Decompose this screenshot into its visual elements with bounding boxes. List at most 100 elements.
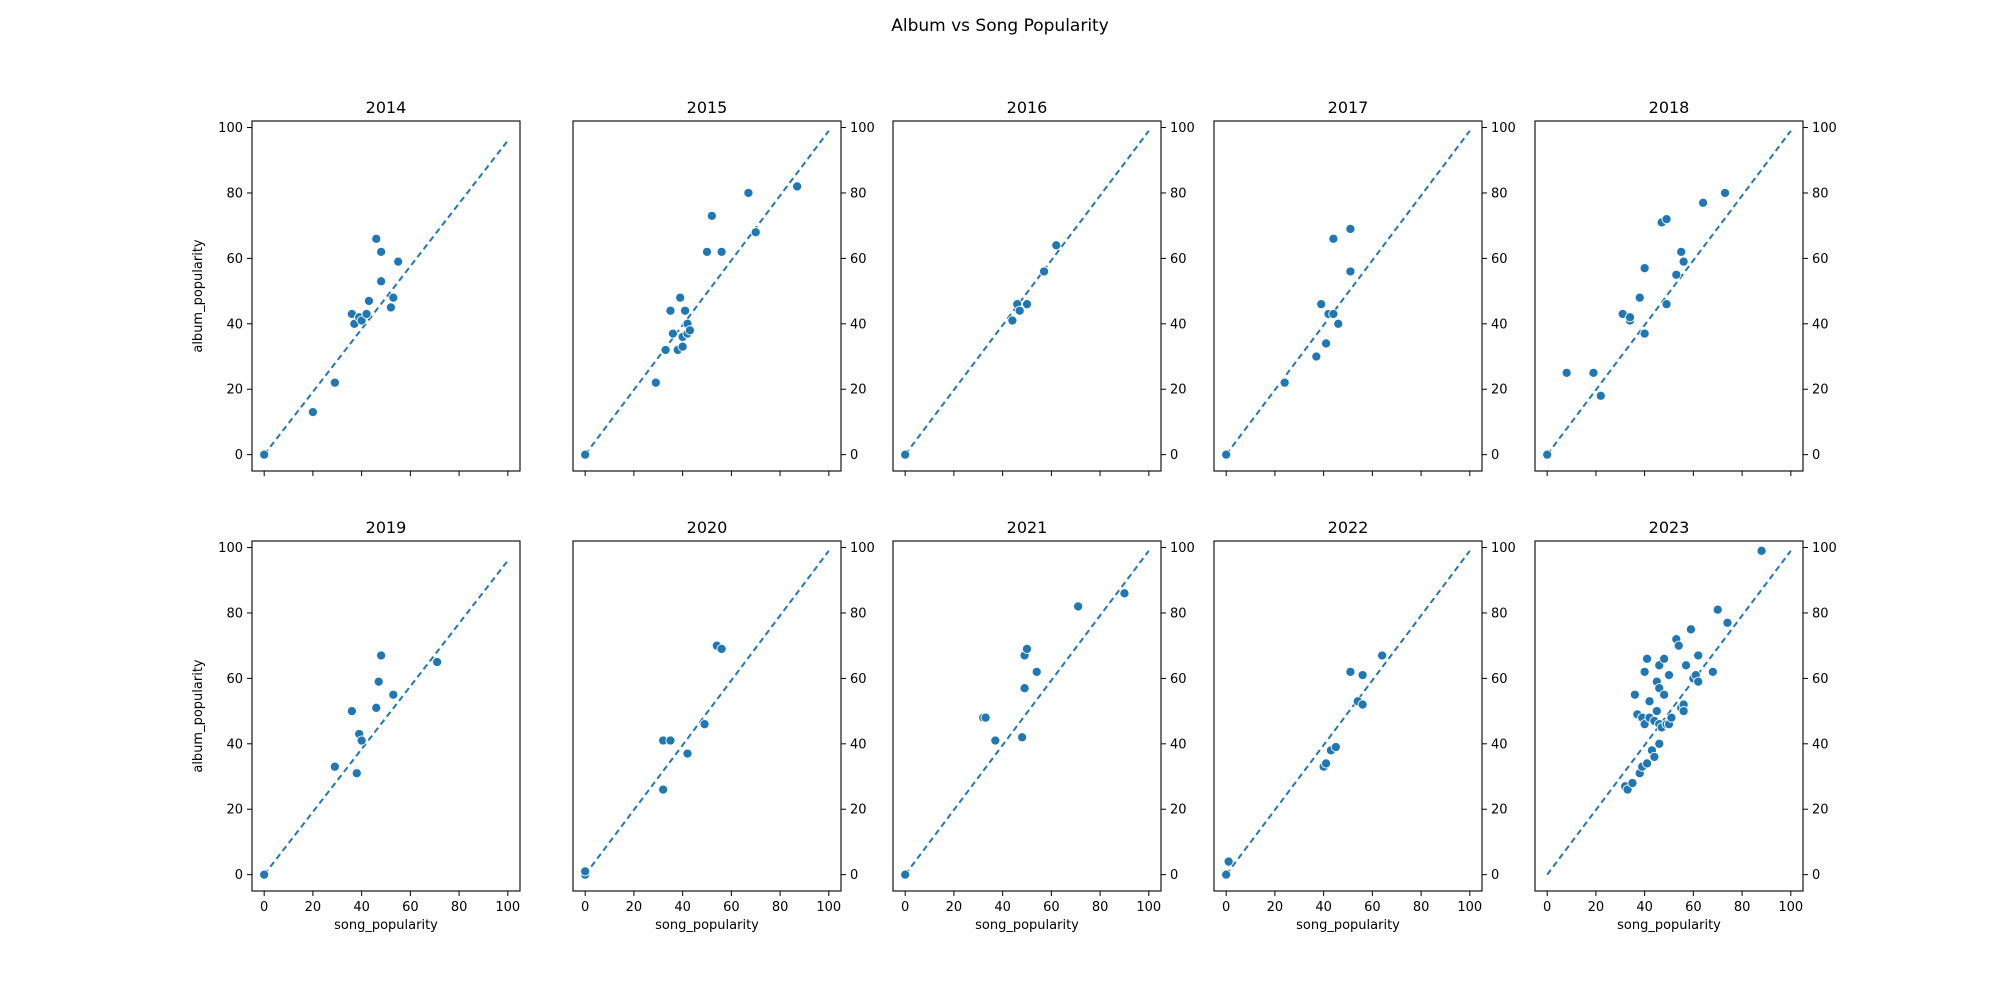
- data-point: [371, 702, 382, 713]
- x-axis-label: song_popularity: [975, 918, 1079, 933]
- data-point: [792, 181, 803, 192]
- data-point: [716, 643, 727, 654]
- y-tick-label: 80: [1170, 606, 1187, 621]
- data-point: [1119, 588, 1130, 599]
- data-point: [1321, 338, 1332, 349]
- reference-line: [263, 560, 509, 876]
- data-point: [259, 449, 270, 460]
- axes-frame: [1534, 540, 1804, 892]
- axes-frame: [572, 540, 842, 892]
- y-tick-label: 0: [235, 868, 243, 883]
- data-point: [1651, 706, 1662, 717]
- data-point: [376, 650, 387, 661]
- axes-frame: [251, 540, 521, 892]
- data-point: [1019, 683, 1030, 694]
- reference-line: [1225, 130, 1471, 456]
- x-tick-label: 20: [1267, 900, 1284, 915]
- data-point: [1712, 604, 1723, 615]
- data-point: [900, 449, 911, 460]
- y-tick-label: 40: [1491, 317, 1508, 332]
- y-tick-label: 40: [1812, 317, 1829, 332]
- y-tick-label: 60: [850, 252, 867, 267]
- x-tick-label: 80: [1734, 900, 1751, 915]
- data-point: [1659, 653, 1670, 664]
- subplot-2023: 2023 0 20 40 60 80 100 0 20 40 60 80 100 song_popular…: [1534, 518, 1837, 933]
- y-tick-label: 0: [850, 868, 858, 883]
- reference-line: [904, 550, 1150, 876]
- data-point: [1039, 266, 1050, 277]
- data-point: [307, 407, 318, 418]
- data-point: [650, 377, 661, 388]
- x-tick-label: 80: [451, 900, 468, 915]
- data-point: [1644, 696, 1655, 707]
- y-tick-label: 0: [1170, 448, 1178, 463]
- x-axis-label: song_popularity: [334, 918, 438, 933]
- y-tick-label: 80: [226, 606, 243, 621]
- y-tick-label: 60: [226, 252, 243, 267]
- data-point: [1693, 676, 1704, 687]
- y-tick-label: 20: [1812, 383, 1829, 398]
- y-tick-label: 60: [1170, 252, 1187, 267]
- y-tick-label: 60: [1491, 252, 1508, 267]
- data-point: [1073, 601, 1084, 612]
- data-point: [1007, 315, 1018, 326]
- data-point: [388, 292, 399, 303]
- y-tick-label: 60: [1812, 252, 1829, 267]
- data-point: [701, 246, 713, 257]
- data-point: [684, 325, 695, 336]
- data-point: [1756, 545, 1767, 556]
- data-point: [376, 276, 387, 287]
- data-point: [1673, 640, 1684, 651]
- axes-frame: [892, 540, 1162, 892]
- data-point: [1678, 256, 1689, 267]
- data-point: [716, 246, 727, 257]
- y-tick-label: 20: [850, 803, 867, 818]
- y-tick-label: 20: [1170, 383, 1187, 398]
- data-point: [1707, 666, 1718, 677]
- data-point: [1661, 214, 1672, 225]
- data-point: [1051, 240, 1062, 251]
- data-point: [675, 292, 686, 303]
- subplot-title: 2021: [1007, 518, 1048, 537]
- data-point: [388, 689, 399, 700]
- subplot-2016: 2016 0 20 40 60 80 100: [892, 98, 1195, 476]
- x-axis-label: song_popularity: [1617, 918, 1721, 933]
- data-point: [1639, 328, 1650, 339]
- y-tick-label: 20: [1491, 803, 1508, 818]
- x-tick-label: 60: [1364, 900, 1381, 915]
- data-point: [1659, 689, 1670, 700]
- x-tick-label: 40: [994, 900, 1011, 915]
- data-point: [1221, 869, 1232, 880]
- reference-line: [263, 140, 509, 456]
- subplot-title: 2016: [1007, 98, 1048, 117]
- x-tick-label: 20: [1588, 900, 1605, 915]
- y-tick-label: 60: [226, 672, 243, 687]
- data-point: [1663, 670, 1675, 681]
- y-axis-label: album_popularity: [191, 239, 206, 353]
- data-point: [385, 302, 396, 313]
- x-tick-label: 80: [1092, 900, 1109, 915]
- data-point: [1671, 269, 1682, 280]
- y-tick-label: 100: [218, 541, 243, 556]
- y-tick-label: 40: [1170, 737, 1187, 752]
- subplot-title: 2017: [1328, 98, 1369, 117]
- data-point: [1321, 758, 1332, 769]
- subplot-title: 2022: [1328, 518, 1369, 537]
- y-tick-label: 80: [850, 186, 867, 201]
- data-point: [699, 719, 710, 730]
- y-tick-label: 100: [1491, 121, 1516, 136]
- data-point: [1357, 699, 1368, 710]
- x-tick-label: 0: [1222, 900, 1230, 915]
- data-point: [1639, 263, 1650, 274]
- subplot-title: 2018: [1649, 98, 1690, 117]
- data-point: [1642, 653, 1653, 664]
- x-tick-label: 20: [305, 900, 322, 915]
- data-point: [1328, 233, 1339, 244]
- subplot-2020: 2020 0 20 40 60 80 100 0 20 40 60 80 100 song_popular…: [572, 518, 875, 933]
- y-tick-label: 80: [850, 606, 867, 621]
- y-tick-label: 80: [1170, 186, 1187, 201]
- data-point: [1021, 299, 1033, 310]
- x-tick-label: 0: [901, 900, 909, 915]
- subplot-2021: 2021 0 20 40 60 80 100 0 20 40 60 80 100 song_popular…: [892, 518, 1195, 933]
